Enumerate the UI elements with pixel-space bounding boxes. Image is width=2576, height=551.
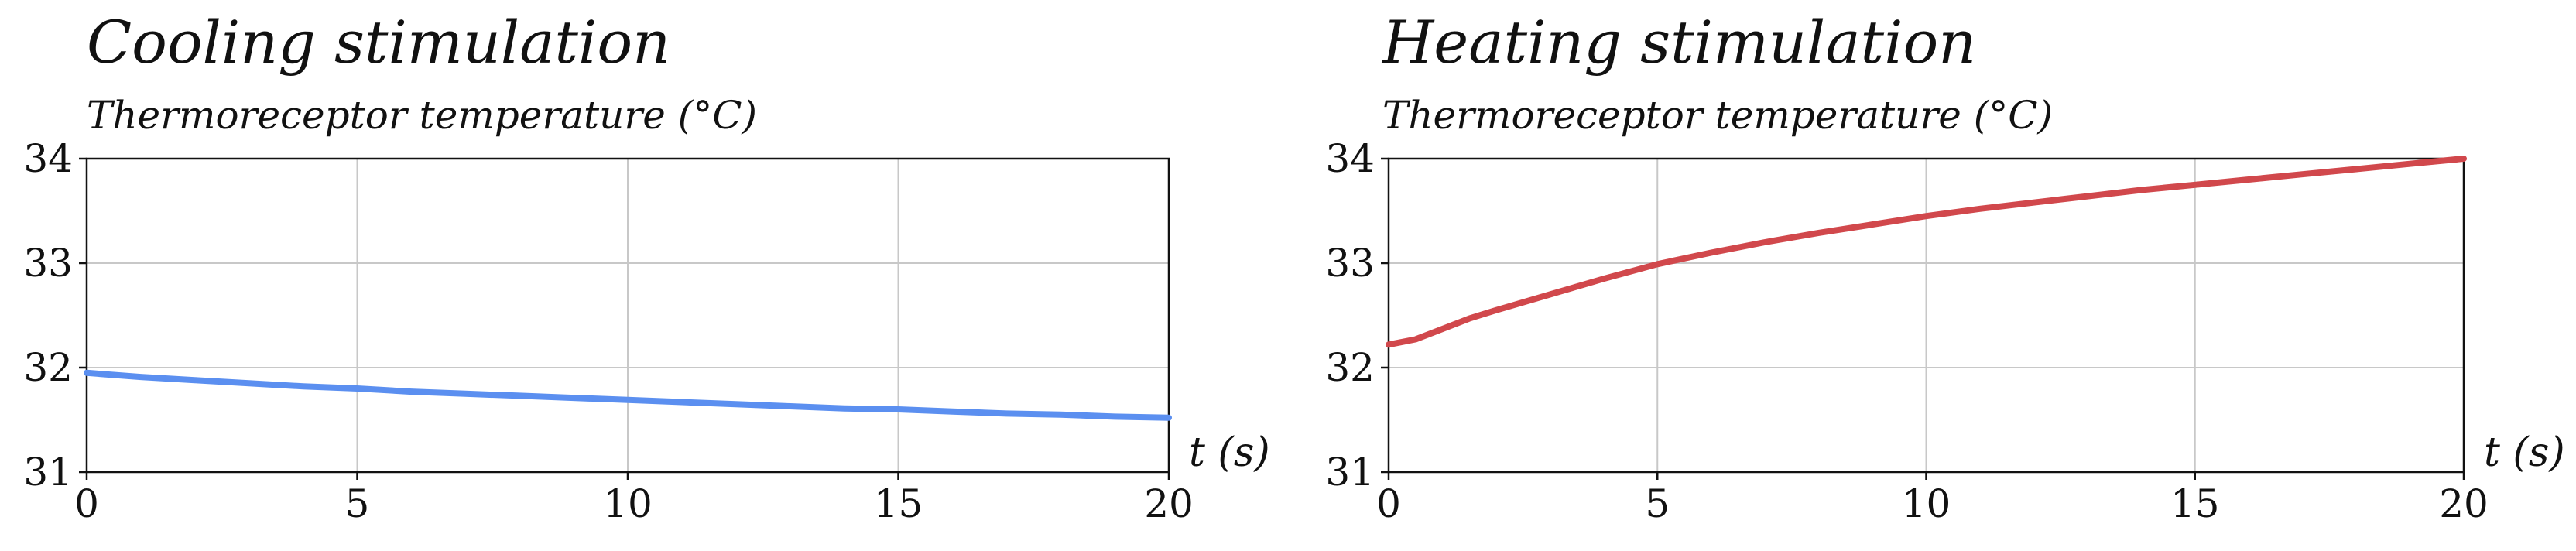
y-tick-label: 32 — [23, 345, 73, 390]
heating-chart-panel: Heating stimulation Thermoreceptor tempe… — [1288, 0, 2576, 551]
cooling-chart: 0 5 10 15 20 31 32 33 34 t (s) — [23, 136, 1270, 526]
x-tick-label: 20 — [2439, 481, 2489, 526]
x-tick-label: 20 — [1144, 481, 1194, 526]
x-tick-label: 0 — [74, 481, 99, 526]
x-tick-label: 5 — [345, 481, 370, 526]
chart-subtitle: Thermoreceptor temperature (°C) — [87, 93, 757, 138]
y-tick-label: 31 — [23, 450, 73, 495]
x-tick-label: 15 — [2170, 481, 2220, 526]
x-tick-label: 0 — [1376, 481, 1401, 526]
x-axis-label: t (s) — [2484, 430, 2565, 476]
series-line — [1386, 156, 2467, 348]
x-tick-label: 5 — [1645, 481, 1670, 526]
x-tick-label: 15 — [874, 481, 923, 526]
chart-subtitle: Thermoreceptor temperature (°C) — [1382, 93, 2053, 138]
y-tick-label: 34 — [1325, 136, 1375, 181]
cooling-chart-panel: Cooling stimulation Thermoreceptor tempe… — [23, 8, 1270, 526]
x-axis-label: t (s) — [1189, 430, 1270, 476]
y-tick-label: 34 — [23, 136, 73, 181]
y-tick-label: 32 — [1325, 345, 1375, 390]
x-tick-label: 10 — [603, 481, 653, 526]
series-line — [84, 369, 1172, 421]
x-tick-label: 10 — [1902, 481, 1951, 526]
y-tick-label: 33 — [23, 241, 73, 286]
y-tick-label: 31 — [1325, 450, 1375, 495]
chart-title: Heating stimulation — [1382, 8, 1977, 77]
chart-title: Cooling stimulation — [87, 8, 671, 77]
heating-chart: 0 5 10 15 20 31 32 33 34 t (s) — [1325, 136, 2565, 526]
y-tick-label: 33 — [1325, 241, 1375, 286]
